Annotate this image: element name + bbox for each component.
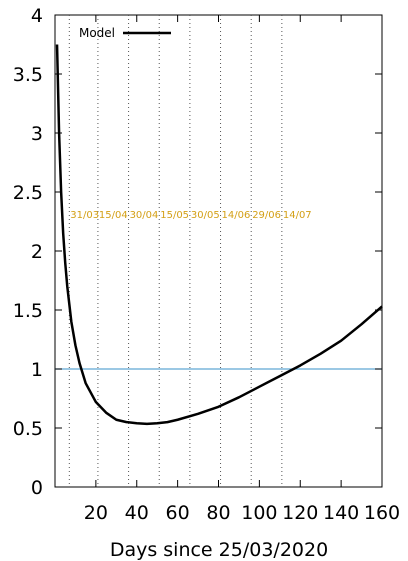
y-tick-label: 0	[31, 477, 43, 499]
y-tick-label: 4	[31, 5, 43, 27]
series-line-model	[55, 44, 383, 426]
x-axis-title: Days since 25/03/2020	[110, 539, 328, 561]
legend: Model	[79, 26, 171, 40]
y-tick-label: 0.5	[13, 418, 43, 440]
date-marker-labels: 31/03 15/04 30/04 15/05 30/05 14/06 29/06 14/07	[70, 210, 311, 221]
date-marker-label: 15/05	[160, 210, 189, 221]
x-tick-label: 80	[206, 502, 230, 524]
series-group	[55, 44, 383, 426]
axis-labels: 0 0.5 1 1.5 2 2.5 3 3.5 4 20 40 60 80 100 120 140 160	[13, 5, 400, 524]
plot-area	[54, 14, 383, 488]
date-marker-lines	[68, 15, 283, 487]
x-tick-label: 60	[166, 502, 190, 524]
date-marker-label: 15/04	[99, 210, 128, 221]
date-marker-label: 29/06	[252, 210, 281, 221]
x-tick-label: 120	[282, 502, 318, 524]
x-tick-label: 20	[84, 502, 108, 524]
x-tick-label: 140	[323, 502, 359, 524]
y-tick-label: 2	[31, 241, 43, 263]
y-tick-label: 2.5	[13, 182, 43, 204]
y-tick-label: 3	[31, 123, 43, 145]
date-marker-label: 31/03	[70, 210, 99, 221]
legend-label: Model	[79, 26, 115, 40]
x-tick-label: 160	[364, 502, 400, 524]
date-marker-label: 30/05	[191, 210, 220, 221]
axis-ticks	[55, 14, 383, 488]
y-tick-label: 3.5	[13, 64, 43, 86]
date-marker-label: 14/06	[222, 210, 251, 221]
x-tick-label: 40	[125, 502, 149, 524]
y-tick-label: 1.5	[13, 300, 43, 322]
date-marker-label: 30/04	[130, 210, 159, 221]
x-tick-label: 100	[241, 502, 277, 524]
y-tick-label: 1	[31, 359, 43, 381]
date-marker-label: 14/07	[283, 210, 312, 221]
